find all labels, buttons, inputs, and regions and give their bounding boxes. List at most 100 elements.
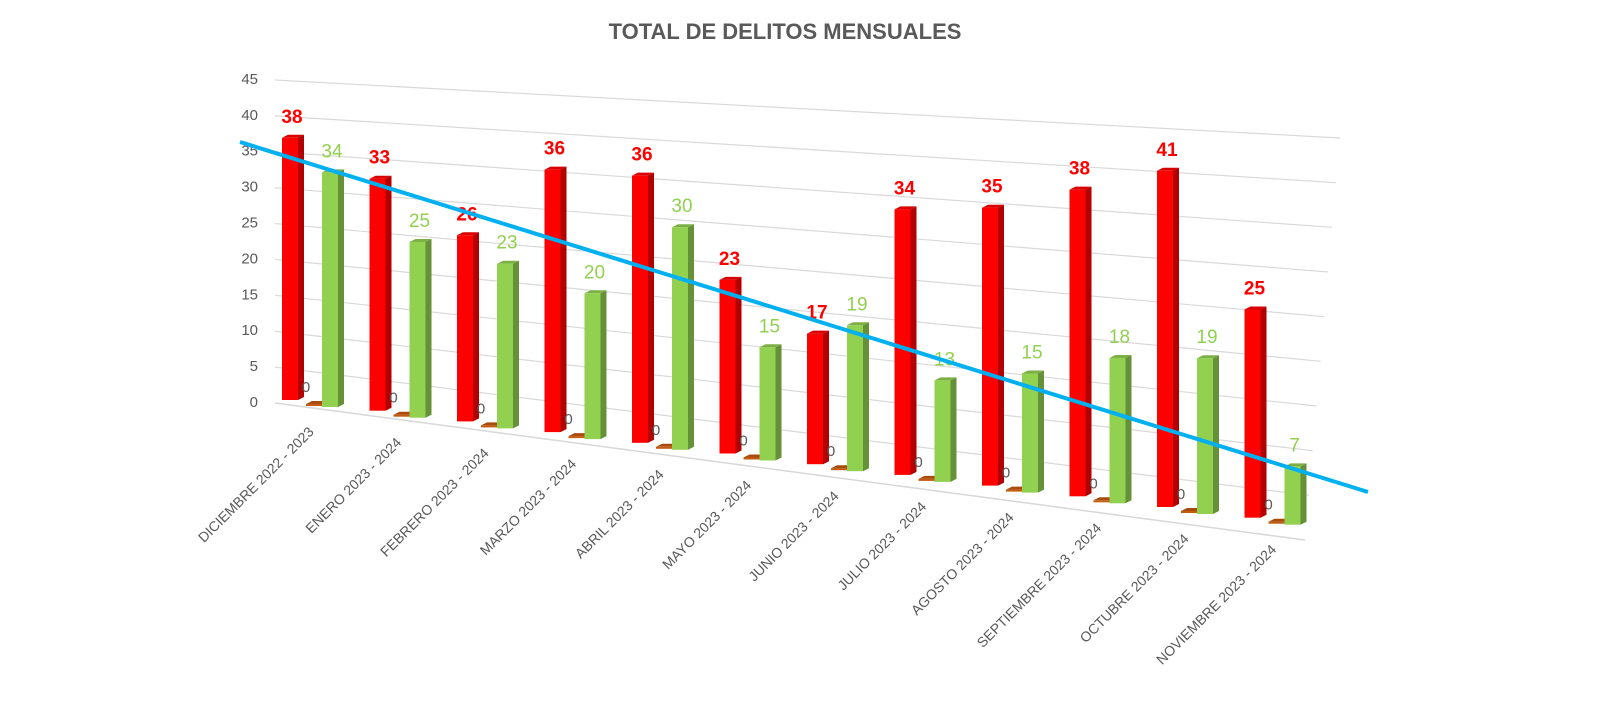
bar — [894, 206, 917, 475]
value-label: 0 — [302, 379, 310, 396]
bar-front — [393, 414, 410, 417]
bar-top — [544, 166, 567, 170]
bar-side — [998, 204, 1004, 486]
x-tick-label: AGOSTO 2023 - 2024 — [908, 509, 1017, 618]
grid-line — [274, 258, 1321, 362]
chart-title: TOTAL DE DELITOS MENSUALES — [609, 19, 962, 44]
bar-side — [1125, 355, 1132, 504]
bar-side — [648, 172, 654, 443]
value-label: 38 — [1069, 159, 1090, 180]
grid-line — [274, 79, 1341, 139]
bar-top — [1069, 186, 1092, 190]
bar-front — [1284, 466, 1301, 525]
bar-top — [982, 204, 1004, 208]
bar — [807, 330, 829, 465]
bar-top — [807, 330, 829, 334]
bar-top — [1109, 355, 1132, 359]
bar — [497, 260, 519, 429]
bar — [672, 224, 694, 450]
bar-side — [1300, 463, 1307, 525]
bar-front — [1181, 511, 1197, 513]
bar-front — [894, 209, 911, 475]
value-label: 15 — [759, 316, 780, 337]
y-tick-label: 0 — [250, 394, 258, 411]
value-label: 0 — [827, 443, 835, 460]
bar-front — [568, 436, 585, 439]
bar-side — [775, 344, 782, 461]
bar-front — [457, 235, 473, 422]
bar-front — [1022, 373, 1038, 493]
value-label: 18 — [1109, 327, 1130, 348]
bar-front — [1157, 170, 1173, 508]
bar-top — [584, 290, 607, 294]
bar-front — [934, 380, 951, 482]
bar-front — [1268, 521, 1285, 524]
value-label: 0 — [1002, 465, 1010, 482]
bar-top — [1197, 355, 1219, 359]
bar-front — [632, 175, 648, 443]
bar-front — [759, 347, 776, 461]
bar — [1244, 306, 1267, 518]
bar-front — [918, 478, 935, 481]
bar-top — [847, 322, 869, 326]
trend-line — [239, 140, 1369, 494]
x-tick-label: ENERO 2023 - 2024 — [302, 434, 404, 536]
value-label: 35 — [981, 177, 1003, 198]
value-label: 30 — [671, 196, 692, 217]
bar-side — [863, 322, 869, 472]
value-label: 36 — [544, 139, 565, 160]
value-label: 0 — [1089, 475, 1097, 492]
value-label: 33 — [369, 148, 390, 169]
bar — [322, 169, 344, 407]
bar-front — [322, 172, 338, 407]
bar-side — [1173, 167, 1179, 508]
value-label: 34 — [894, 178, 916, 199]
bar — [409, 238, 432, 418]
grid-line — [274, 330, 1313, 452]
bar-side — [560, 166, 567, 433]
value-label: 0 — [389, 390, 397, 407]
bar-side — [513, 260, 519, 429]
bar-front — [481, 425, 497, 428]
bar-front — [544, 169, 561, 433]
bar — [759, 344, 782, 461]
bar-top — [894, 206, 917, 210]
bar-top — [719, 276, 742, 280]
grid-line — [274, 294, 1317, 407]
bar-front — [982, 207, 998, 486]
value-label: 0 — [564, 411, 572, 428]
value-label: 23 — [496, 233, 517, 254]
grid-line — [274, 366, 1309, 496]
bar-front — [1006, 489, 1022, 492]
value-label: 25 — [1244, 278, 1266, 299]
bar — [1284, 463, 1307, 525]
bar-side — [1260, 306, 1267, 518]
bar-front — [719, 279, 736, 454]
y-tick-label: 25 — [241, 215, 258, 232]
bar-top — [1022, 370, 1044, 374]
bar-top — [934, 377, 957, 381]
bar — [369, 175, 392, 411]
bar-top — [632, 172, 654, 176]
bar — [934, 377, 957, 482]
bar-front — [831, 468, 847, 471]
value-label: 19 — [1196, 327, 1217, 348]
bar-side — [425, 238, 432, 418]
value-label: 0 — [914, 454, 922, 471]
bar — [1069, 186, 1092, 497]
bar-side — [1038, 370, 1044, 493]
bar-top — [1284, 463, 1307, 467]
bar-front — [1244, 309, 1261, 518]
bar-front — [497, 263, 513, 429]
bar-front — [656, 446, 672, 449]
bar-front — [584, 293, 601, 440]
x-tick-label: ABRIL 2023 - 2024 — [572, 466, 667, 561]
x-tick-label: FEBRERO 2023 - 2024 — [377, 445, 492, 560]
bar-top — [1157, 167, 1179, 171]
bar-top — [369, 175, 392, 179]
bar-front — [743, 457, 760, 460]
value-label: 38 — [281, 107, 302, 128]
bar-top — [497, 260, 519, 264]
bar-front — [847, 325, 863, 472]
